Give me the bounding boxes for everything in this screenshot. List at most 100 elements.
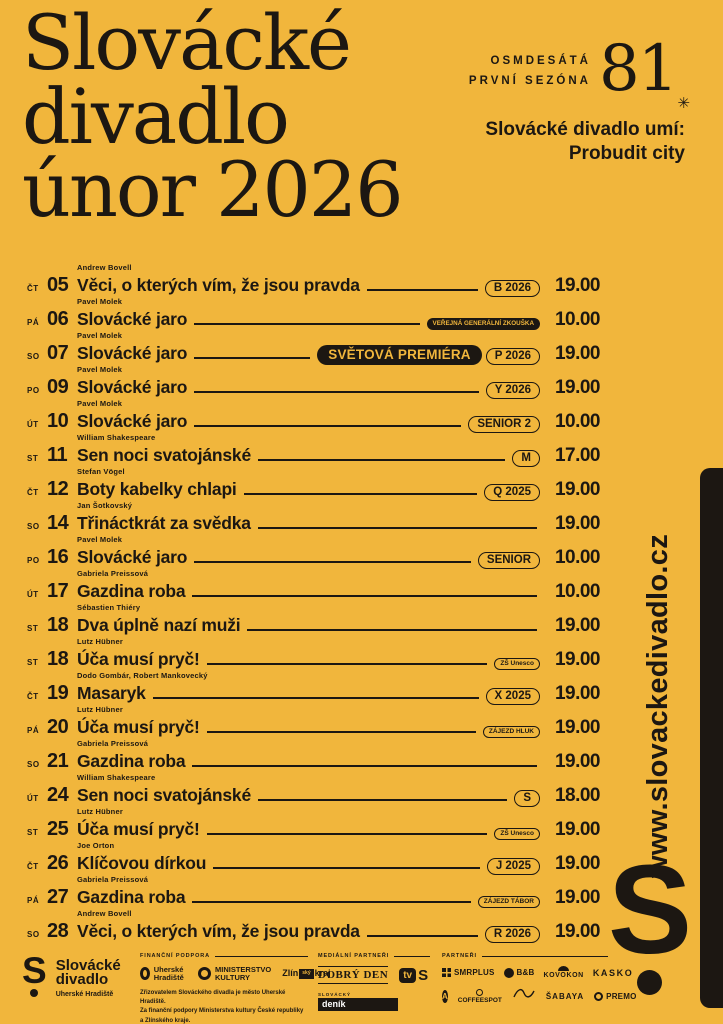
kovokon-mark-icon: [558, 966, 570, 971]
leader-line: [366, 935, 478, 937]
uh-crest-icon: [140, 967, 150, 981]
day-abbreviation: ÚT: [27, 420, 39, 429]
performance-author: Lutz Hübner: [77, 807, 123, 816]
performance-title: Dva úplně nazí muži: [77, 615, 241, 635]
partners-heading: PARTNEŘI: [442, 953, 608, 959]
coffeespot-mark-icon: [476, 988, 484, 996]
season-line2: PRVNÍ SEZÓNA: [468, 75, 591, 88]
performance-title: Gazdina roba: [77, 887, 186, 907]
performance-time: 19.00: [554, 717, 601, 738]
media-partners-section: MEDIÁLNÍ PARTNEŘI DOBRÝ DEN tv S SLOVÁCK…: [318, 953, 430, 1011]
performance-author: Andrew Bovell: [77, 263, 132, 272]
zlin-region-logo: Zlín ský kraj: [282, 968, 331, 979]
schedule-row: Gabriela Preissová SO 21 Gazdina roba 19.00: [27, 738, 601, 772]
performance-time: 19.00: [554, 683, 601, 704]
performance-author: Pavel Molek: [77, 365, 123, 374]
partners-section: PARTNEŘI SMRPLUS B&B KOVOKON KASKO A COF…: [442, 953, 636, 1005]
poster-title: Slovácké divadlo únor 2026: [22, 5, 404, 228]
day-abbreviation: SO: [27, 760, 40, 769]
performance-title: Slovácké jaro: [77, 309, 188, 329]
date-number: 25: [47, 818, 69, 840]
day-abbreviation: ČT: [27, 284, 39, 293]
website-link[interactable]: www.slovackedivadlo.cz: [642, 534, 674, 878]
financial-support-section: FINANČNÍ PODPORA Uherské Hradiště MINIST…: [140, 953, 331, 1024]
ministry-of-culture-logo: MINISTERSTVO KULTURY: [198, 966, 271, 982]
day-abbreviation: ČT: [27, 862, 39, 871]
leader-line: [194, 561, 471, 563]
performance-time: 10.00: [554, 309, 601, 330]
leader-line: [258, 799, 508, 801]
tvs-logo: tv S: [399, 967, 428, 984]
schedule-row: Dodo Gombár, Robert Mankovecký ČT 19 Masary…: [27, 670, 601, 705]
performance-title: Slovácké jaro: [77, 377, 188, 397]
day-abbreviation: PO: [27, 556, 40, 565]
kovokon-logo: KOVOKON: [543, 966, 583, 979]
day-abbreviation: ÚT: [27, 590, 39, 599]
performance-title: Slovácké jaro: [77, 343, 188, 363]
date-number: 12: [47, 478, 69, 500]
performance-badge: M: [512, 450, 540, 467]
season-line1: OSMDESÁTÁ: [490, 55, 591, 67]
day-abbreviation: ST: [27, 454, 39, 463]
season-label: OSMDESÁTÁ PRVNÍ SEZÓNA: [469, 51, 591, 91]
date-number: 24: [47, 784, 69, 806]
date-number: 19: [47, 682, 69, 704]
day-abbreviation: SO: [27, 930, 40, 939]
poster-title-line2: divadlo: [22, 71, 290, 161]
day-abbreviation: SO: [27, 352, 40, 361]
leader-line: [152, 697, 479, 699]
performance-badge: P 2026: [485, 348, 540, 365]
performance-title: Slovácké jaro: [77, 411, 188, 431]
ministry-emblem-icon: [198, 967, 212, 981]
day-abbreviation: ST: [27, 658, 39, 667]
performance-time: 19.00: [554, 513, 601, 534]
performance-time: 17.00: [554, 445, 601, 466]
performance-badge: VEŘEJNÁ GENERÁLNÍ ZKOUŠKA: [426, 318, 540, 330]
performance-time: 19.00: [554, 887, 601, 908]
day-abbreviation: ČT: [27, 692, 39, 701]
date-number: 27: [47, 886, 69, 908]
leader-line: [257, 527, 537, 529]
schedule-row: William Shakespeare ÚT 24 Sen noci svatoján…: [27, 772, 601, 807]
date-number: 16: [47, 546, 69, 568]
theatre-name: Slovácké divadlo: [55, 957, 121, 989]
leader-line: [194, 323, 420, 325]
leader-line: [194, 357, 311, 359]
schedule-list: Andrew Bovell ČT 05 Věci, o kterých vím, že…: [27, 262, 601, 943]
performance-title: Věci, o kterých vím, že jsou pravda: [77, 275, 360, 295]
performance-time: 19.00: [554, 343, 601, 364]
schedule-row: Lutz Hübner ST 25 Úča musí pryč! ZŠ Unesco 19…: [27, 806, 601, 840]
schedule-row: Pavel Molek PO 09 Slovácké jaro Y 2026 19.00: [27, 364, 601, 399]
date-number: 18: [47, 614, 69, 636]
theatre-logo-large: S: [601, 847, 697, 995]
performance-title: Slovácké jaro: [77, 547, 188, 567]
performance-author: Sébastien Thiéry: [77, 603, 141, 612]
performance-author: Pavel Molek: [77, 535, 123, 544]
leader-line: [206, 731, 476, 733]
performance-badge: ZŠ Unesco: [494, 828, 540, 840]
performance-badge: ZÁJEZD HLUK: [482, 726, 540, 738]
schedule-row: Pavel Molek PO 16 Slovácké jaro SENIOR 10.00: [27, 534, 601, 569]
kasko-logo: KASKO: [592, 967, 634, 978]
schedule-row: Lutz Hübner PÁ 20 Úča musí pryč! ZÁJEZD HLUK…: [27, 704, 601, 738]
performance-badge: R 2026: [484, 926, 540, 943]
leader-line: [206, 833, 488, 835]
date-number: 07: [47, 342, 69, 364]
schedule-row: Sébastien Thiéry ST 18 Dva úplně nazí muži 1…: [27, 602, 601, 636]
performance-author: Stefan Vögel: [77, 467, 125, 476]
season-block: OSMDESÁTÁ PRVNÍ SEZÓNA 81 ✳: [469, 37, 690, 112]
opremo-logo: PREMO: [594, 991, 636, 1001]
date-number: 17: [47, 580, 69, 602]
performance-title: Třináctkrát za svědka: [77, 513, 251, 533]
bb-logo: B&B: [503, 967, 535, 978]
day-abbreviation: ČT: [27, 488, 39, 497]
performance-author: Pavel Molek: [77, 297, 123, 306]
performance-author: Lutz Hübner: [77, 705, 123, 714]
tagline-line2: Probudit city: [568, 142, 685, 164]
financial-support-heading: FINANČNÍ PODPORA: [140, 953, 308, 959]
performance-time: 10.00: [554, 581, 601, 602]
date-number: 10: [47, 410, 69, 432]
performance-title: Úča musí pryč!: [77, 649, 200, 669]
leader-line: [192, 901, 471, 903]
